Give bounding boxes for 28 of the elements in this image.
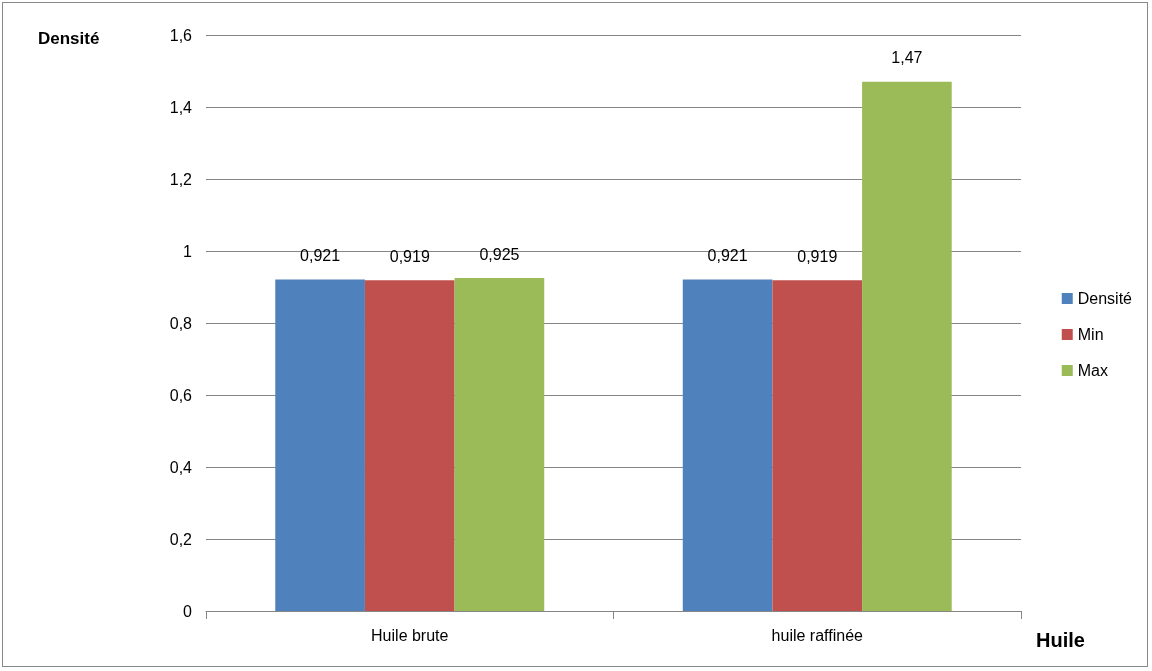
bar: [454, 278, 545, 611]
legend-label: Max: [1077, 362, 1108, 379]
bar: [682, 279, 773, 611]
bar: [364, 280, 455, 611]
bar: [275, 279, 365, 611]
y-axis-title: Densité: [38, 29, 100, 48]
bar: [772, 280, 863, 611]
x-tick-label: Huile brute: [371, 626, 449, 644]
y-tick-label: 1,2: [169, 170, 193, 188]
legend-label: Min: [1077, 326, 1104, 343]
y-tick-label: 1,6: [169, 26, 193, 44]
y-tick-label: 0,4: [169, 458, 193, 476]
data-label: 0,921: [300, 246, 341, 264]
data-label: 0,921: [707, 246, 748, 264]
y-tick-label: 0: [183, 602, 193, 620]
y-tick-label: 0,2: [169, 530, 193, 548]
data-label: 1,47: [891, 49, 923, 67]
data-label: 0,919: [389, 247, 430, 265]
y-tick-label: 0,8: [169, 314, 193, 332]
bar: [862, 81, 952, 611]
x-axis-title: Huile: [1036, 629, 1085, 651]
data-label: 0,919: [797, 247, 838, 265]
y-tick-label: 1,4: [169, 98, 193, 116]
legend-label: Densité: [1077, 290, 1133, 307]
data-label: 0,925: [479, 245, 520, 263]
y-tick-label: 1: [183, 242, 193, 260]
x-tick-label: huile raffinée: [771, 626, 864, 644]
y-tick-label: 0,6: [169, 386, 193, 404]
